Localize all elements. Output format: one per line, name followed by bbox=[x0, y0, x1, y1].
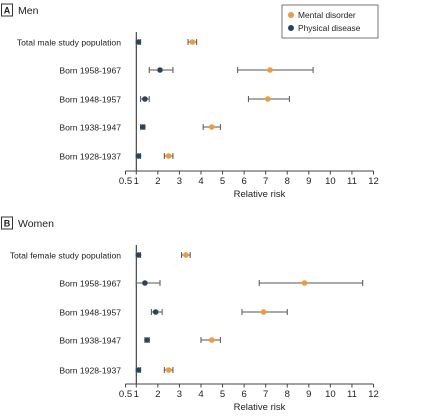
point-mental bbox=[165, 367, 172, 373]
panel-title-b: Women bbox=[18, 218, 54, 230]
legend-box bbox=[281, 4, 379, 39]
x-tick-label: 1 bbox=[134, 389, 139, 400]
x-tick-label: 11 bbox=[347, 389, 357, 400]
point-mental bbox=[165, 153, 172, 159]
point-mental bbox=[267, 67, 273, 73]
x-tick-label: 5 bbox=[220, 389, 225, 400]
point-physical bbox=[139, 124, 146, 130]
x-tick-label: 8 bbox=[285, 176, 290, 187]
row-label: Total female study population bbox=[10, 251, 122, 261]
point-physical bbox=[135, 153, 142, 159]
x-tick-label: 2 bbox=[155, 176, 160, 187]
x-tick-label: 10 bbox=[325, 176, 336, 187]
point-physical bbox=[144, 337, 150, 343]
point-mental bbox=[208, 337, 215, 343]
point-physical bbox=[135, 367, 142, 373]
x-axis-title: Relative risk bbox=[234, 189, 286, 200]
x-tick-label: 4 bbox=[198, 389, 203, 400]
row-label: Born 1948-1957 bbox=[59, 308, 121, 318]
x-tick-label: 9 bbox=[306, 389, 311, 400]
point-physical bbox=[135, 252, 142, 258]
row-label: Born 1958-1967 bbox=[59, 66, 121, 76]
row-label: Born 1928-1937 bbox=[59, 152, 121, 162]
point-physical bbox=[142, 280, 148, 286]
x-tick-label: 2 bbox=[155, 389, 160, 400]
point-mental bbox=[265, 96, 271, 102]
point-mental bbox=[183, 252, 189, 258]
panel-title-a: Men bbox=[18, 5, 39, 17]
x-tick-label: 3 bbox=[177, 389, 182, 400]
point-mental bbox=[189, 39, 196, 45]
x-tick-label: 11 bbox=[347, 176, 357, 187]
point-mental bbox=[260, 309, 267, 315]
panel-letter-b: B bbox=[4, 219, 11, 229]
x-tick-label: 12 bbox=[368, 176, 379, 187]
legend-label-physical: Physical disease bbox=[298, 23, 361, 33]
point-mental bbox=[208, 124, 215, 130]
x-tick-label: 6 bbox=[241, 176, 246, 187]
panel-letter-box bbox=[1, 3, 13, 17]
x-tick-label: 5 bbox=[220, 176, 225, 187]
row-label: Born 1948-1957 bbox=[59, 95, 121, 105]
x-tick-label: 12 bbox=[368, 389, 379, 400]
row-label: Born 1928-1937 bbox=[59, 366, 121, 376]
panel-letter-box bbox=[1, 216, 13, 230]
row-label: Born 1958-1967 bbox=[59, 279, 121, 289]
row-label: Born 1938-1947 bbox=[59, 336, 121, 346]
x-tick-label: 1 bbox=[134, 176, 139, 187]
legend-label-mental: Mental disorder bbox=[298, 10, 356, 20]
x-tick-label: 0.5 bbox=[119, 389, 132, 400]
x-tick-label: 3 bbox=[177, 176, 182, 187]
point-physical bbox=[157, 67, 163, 73]
panel-letter-a: A bbox=[4, 6, 11, 16]
x-tick-label: 4 bbox=[198, 176, 203, 187]
x-tick-label: 6 bbox=[241, 389, 246, 400]
x-tick-label: 8 bbox=[285, 389, 290, 400]
point-mental bbox=[301, 280, 308, 286]
point-physical bbox=[142, 96, 148, 102]
point-physical bbox=[135, 39, 142, 45]
x-tick-label: 10 bbox=[325, 389, 336, 400]
legend-marker-physical bbox=[288, 25, 294, 31]
legend-marker-mental bbox=[288, 12, 294, 18]
row-label: Born 1938-1947 bbox=[59, 123, 121, 133]
x-tick-label: 9 bbox=[306, 176, 311, 187]
x-tick-label: 7 bbox=[263, 176, 268, 187]
row-label: Total male study population bbox=[17, 38, 121, 48]
x-tick-label: 0.5 bbox=[119, 176, 132, 187]
point-physical bbox=[152, 309, 159, 315]
x-tick-label: 7 bbox=[263, 389, 268, 400]
x-axis-title: Relative risk bbox=[234, 402, 286, 413]
